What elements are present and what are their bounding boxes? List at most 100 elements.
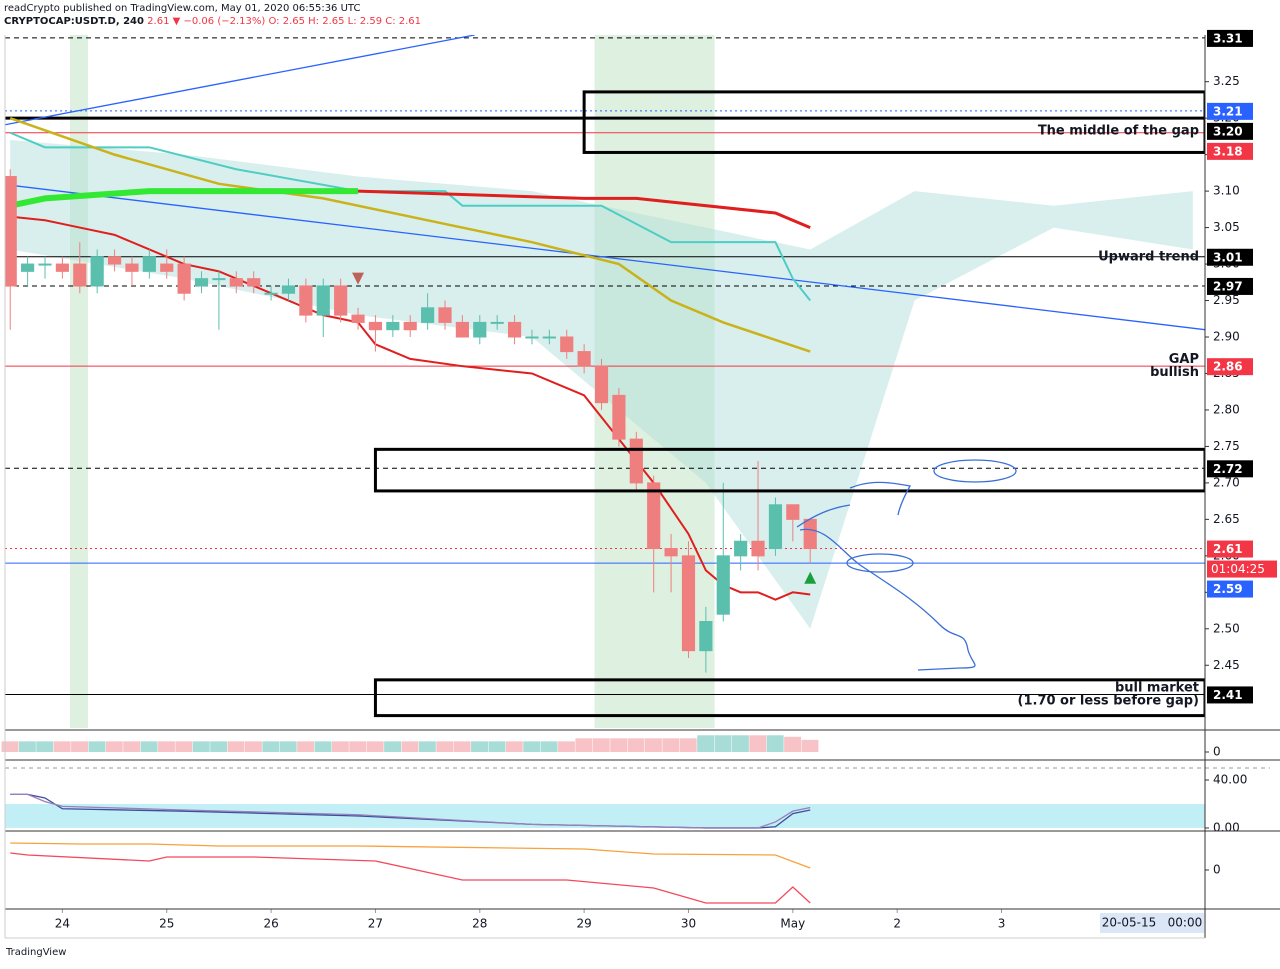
date-box: [1100, 913, 1204, 933]
price-label: 3.01: [1213, 250, 1243, 264]
scribble: [796, 481, 912, 528]
price-label-box: [1207, 277, 1253, 295]
volume-bar: [784, 736, 802, 752]
candle-body: [177, 263, 191, 294]
price-label: 2.59: [1213, 582, 1243, 596]
price-label-box: [1207, 358, 1253, 376]
volume-bar: [71, 741, 88, 752]
volume-bar: [731, 735, 749, 752]
candle-body: [229, 278, 243, 287]
candle-body: [734, 540, 748, 557]
price-label-box: [1207, 122, 1253, 140]
y-tick-label: 2.70: [1213, 475, 1240, 489]
candle-body: [194, 278, 209, 287]
volume-bar: [140, 741, 158, 752]
volume-bar: [610, 738, 628, 752]
candle-body: [142, 256, 156, 272]
candle-body: [768, 504, 783, 550]
candle-body: [21, 263, 35, 272]
volume-bar: [645, 738, 662, 752]
volume-bar: [18, 741, 36, 752]
volume-bar: [523, 741, 541, 752]
volume-bar: [592, 738, 610, 752]
volume-bar: [401, 741, 419, 752]
change: ▼ −0.06 (−2.13%): [172, 16, 266, 27]
x-tick-label: 25: [159, 917, 174, 931]
candle-body: [473, 321, 487, 338]
annotation: bull market: [1115, 680, 1199, 695]
volume-bar: [366, 741, 384, 752]
volume-bar: [697, 735, 715, 752]
volume-bar: [453, 741, 471, 752]
annotation: (1.70 or less before gap): [1018, 693, 1199, 708]
scribble: [799, 528, 976, 671]
candle-body: [525, 336, 539, 339]
candle-body: [55, 263, 69, 272]
candle-body: [438, 307, 452, 323]
candle-body: [751, 540, 765, 557]
volume-bar: [766, 735, 784, 752]
zone-box: [373, 447, 1205, 493]
oscillator-line: [10, 842, 811, 869]
candle-body: [368, 321, 383, 331]
volume-bar: [349, 741, 367, 752]
volume-bar: [1, 741, 19, 752]
oscillator-line: [10, 852, 811, 904]
x-tick-label: 28: [472, 917, 487, 931]
y-tick-label: 3.10: [1213, 184, 1240, 198]
candle-body: [299, 285, 313, 316]
candle-body: [629, 438, 643, 484]
price-label-box: [1207, 29, 1253, 47]
annotation: The middle of the gap: [1038, 123, 1199, 138]
candle-body: [160, 263, 174, 272]
annotation: Upward trend: [1098, 249, 1199, 264]
y-tick-label: 2.65: [1213, 512, 1240, 526]
candle-body: [716, 555, 730, 615]
candle-body: [699, 620, 713, 652]
annotation: GAP: [1169, 352, 1199, 367]
logo: TradingView: [6, 947, 67, 958]
x-tick-label: May: [780, 917, 805, 931]
scribble: [846, 553, 914, 573]
candle-body: [125, 263, 139, 272]
oscillator-line: [10, 793, 811, 829]
candle-body: [386, 321, 400, 331]
candle-body: [612, 394, 626, 440]
trendline: [5, 35, 475, 126]
main-pane: [5, 35, 1205, 728]
candle-body: [560, 336, 574, 353]
volume-bar: [749, 735, 767, 752]
price-label: 2.61: [1213, 542, 1243, 556]
indicator-line: [9, 188, 359, 209]
indicator-line: [357, 189, 811, 229]
volume-bar: [279, 741, 297, 752]
band: [5, 803, 1205, 828]
symbol: CRYPTOCAP:USDT.D, 240: [4, 16, 144, 27]
price-label: 3.20: [1213, 124, 1243, 138]
price-label: 2.97: [1213, 279, 1243, 293]
volume-bar: [245, 741, 262, 752]
trendline: [5, 183, 1205, 331]
last-price: 2.61: [147, 16, 170, 27]
indicator-line: [9, 116, 811, 353]
volume-bar: [123, 741, 141, 752]
y-tick-label: 2.90: [1213, 330, 1240, 344]
candle-body: [786, 504, 800, 520]
symbol-line: CRYPTOCAP:USDT.D, 240 2.61 ▼ −0.06 (−2.1…: [4, 15, 421, 28]
y-tick-label: 2.95: [1213, 293, 1240, 307]
volume-bar: [471, 741, 488, 752]
price-label: 2.86: [1213, 360, 1243, 374]
candle-body: [594, 365, 609, 404]
y-tick-label: 0.00: [1213, 820, 1240, 834]
y-tick-label: 3.05: [1213, 220, 1240, 234]
x-tick-label: 2: [893, 917, 901, 931]
volume-bar: [192, 741, 210, 752]
price-label-box: [1207, 686, 1253, 704]
scribbles: [796, 459, 1017, 671]
volume-bar: [627, 738, 645, 752]
volume-bar: [418, 741, 436, 752]
x-tick-label: 24: [55, 917, 70, 931]
volume-bar: [331, 741, 349, 752]
candle-body: [421, 307, 435, 323]
candle-body: [664, 548, 678, 557]
